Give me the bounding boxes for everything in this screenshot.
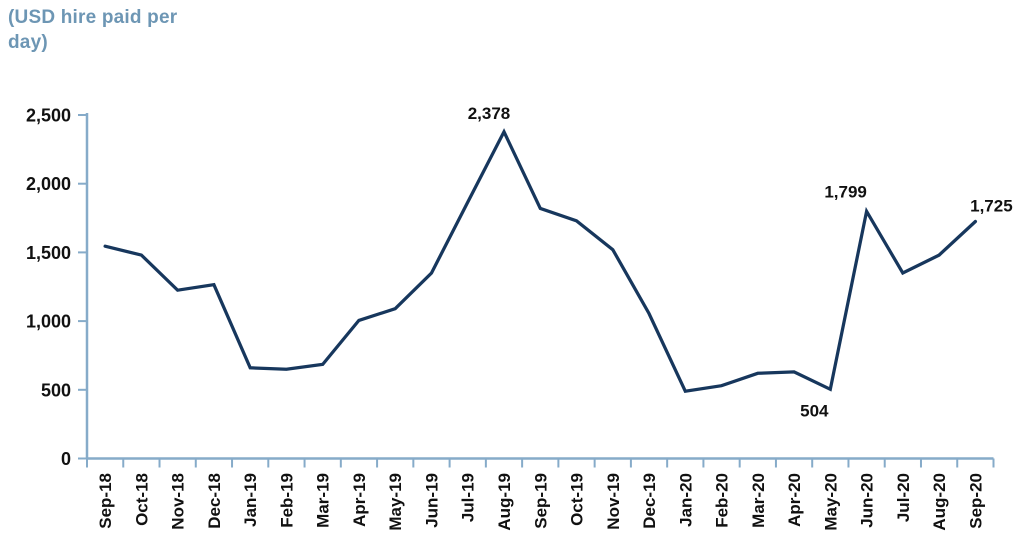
x-tick-label: Sep-20 <box>966 473 985 529</box>
x-tick-label: May-20 <box>821 473 840 531</box>
y-tick-label: 2,000 <box>26 174 71 194</box>
x-tick-label: Aug-20 <box>930 473 949 531</box>
x-tick-label: Jan-19 <box>241 473 260 527</box>
x-tick-label: Sep-19 <box>531 473 550 529</box>
x-tick-label: May-19 <box>386 473 405 531</box>
x-tick-label: Nov-19 <box>604 473 623 530</box>
x-tick-label: Dec-18 <box>205 473 224 529</box>
y-tick-label: 2,500 <box>26 106 71 126</box>
y-tick-label: 1,000 <box>26 312 71 332</box>
x-tick-label: Dec-19 <box>640 473 659 529</box>
x-tick-label: Feb-20 <box>713 473 732 528</box>
data-labels: 2,378 504 1,799 1,725 <box>468 104 1013 420</box>
x-tick-label: Mar-19 <box>314 473 333 528</box>
x-tick-label: Oct-18 <box>132 473 151 526</box>
x-tick-label: Jul-20 <box>894 473 913 522</box>
x-tick-label: Jul-19 <box>459 473 478 522</box>
x-tick-label: Apr-20 <box>785 473 804 527</box>
data-label: 504 <box>800 401 829 420</box>
x-tick-label: Nov-18 <box>169 473 188 530</box>
x-tick-label: Jun-20 <box>858 473 877 528</box>
x-tick-label: Aug-19 <box>495 473 514 531</box>
x-tick-label: Jan-20 <box>676 473 695 527</box>
x-axis-labels: Sep-18 Oct-18 Nov-18 Dec-18 Jan-19 Feb-19 Mar-… <box>96 473 985 531</box>
x-tick-label: Feb-19 <box>277 473 296 528</box>
data-label: 1,725 <box>970 197 1013 216</box>
x-tick-label: Apr-19 <box>350 473 369 527</box>
y-tick-label: 0 <box>61 449 71 469</box>
axes <box>78 113 995 468</box>
y-tick-label: 1,500 <box>26 243 71 263</box>
y-axis-labels: 0 500 1,000 1,500 2,000 2,500 <box>26 106 71 470</box>
data-label: 2,378 <box>468 104 511 123</box>
x-tick-label: Mar-20 <box>749 473 768 528</box>
y-tick-label: 500 <box>41 380 71 400</box>
x-tick-label: Oct-19 <box>568 473 587 526</box>
chart-title: (USD hire paid per day) <box>8 7 178 54</box>
series-line <box>103 128 978 393</box>
data-label: 1,799 <box>824 182 867 201</box>
x-tick-label: Jun-19 <box>422 473 441 528</box>
x-tick-label: Sep-18 <box>96 473 115 529</box>
